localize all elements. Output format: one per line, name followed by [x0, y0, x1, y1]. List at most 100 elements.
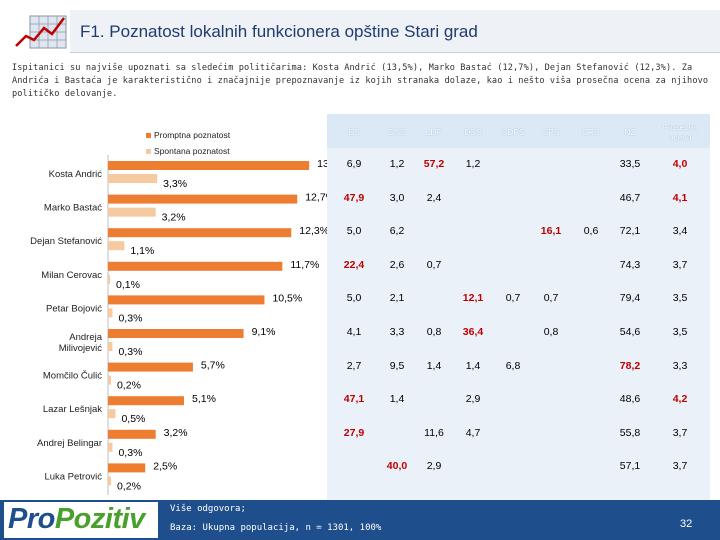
table-cell: 27,9 [343, 426, 365, 439]
bar-known-label: 9,1% [252, 326, 276, 338]
table-cell: 0,7 [426, 258, 442, 271]
bar-spontaneous [108, 241, 125, 251]
category-label: Lazar Lešnjak [43, 404, 102, 415]
table-cell: 1,2 [465, 158, 481, 170]
legend-spontaneous-swatch [146, 149, 151, 155]
table-cell: 6,9 [346, 158, 362, 170]
bar-known-label: 2,5% [153, 460, 177, 472]
table-cell: 3,7 [672, 258, 688, 271]
bar-spontaneous-label: 0,1% [116, 279, 140, 291]
table-header-cell: DSS [464, 127, 482, 137]
table-cell: 5,0 [346, 225, 362, 238]
table-cell: 2,7 [346, 359, 362, 372]
logo-box [4, 502, 158, 538]
table-header-cell: NZ [624, 127, 636, 137]
bar-known [108, 228, 292, 238]
table-cell: 48,6 [619, 393, 641, 406]
bar-known-label: 12,3% [299, 225, 329, 237]
bar-chart: Kosta Andrić 13,5% 3,3% Marko Bastać 12,7% 3,… [30, 155, 330, 495]
table-cell: 3,7 [672, 426, 688, 439]
bar-known [108, 329, 244, 338]
table-cell: 46,7 [619, 191, 641, 204]
table-cell: 3,7 [672, 460, 688, 473]
category-label: Milan Cerovac [41, 270, 102, 281]
category-label: Momčilo Čulić [43, 371, 102, 382]
table-cell: 78,2 [619, 359, 641, 372]
bar-known [108, 429, 156, 439]
bar-known [108, 463, 146, 473]
bar-known-label: 3,2% [164, 427, 188, 439]
table-cell: 2,4 [426, 191, 442, 204]
table-cell: 2,9 [465, 393, 481, 406]
bar-spontaneous [108, 174, 158, 183]
category-label: Andreja Milivojević [59, 332, 103, 354]
bar-spontaneous-label: 0,2% [117, 480, 141, 492]
bar-spontaneous-label: 1,1% [130, 245, 154, 257]
table-header-cell: SPS [542, 127, 560, 137]
bar-known-label: 5,1% [192, 393, 216, 405]
table-header-band [327, 114, 710, 148]
bar-known-label: 5,7% [201, 360, 225, 372]
category-label: Luka Petrović [44, 471, 102, 482]
table-cell: 79,4 [619, 292, 641, 305]
bar-spontaneous-label: 3,2% [162, 212, 186, 224]
table-cell: 0,6 [583, 225, 599, 238]
data-table [327, 114, 710, 500]
table-cell: 3,5 [672, 292, 688, 305]
table-header-cell: LDP [425, 127, 443, 137]
bar-spontaneous [108, 274, 110, 284]
table-cell: 2,9 [426, 460, 442, 473]
table-cell: 57,2 [423, 158, 445, 170]
table-cell: 47,9 [343, 191, 365, 204]
logo-part2: Pozitiv [54, 503, 145, 535]
table-cell: 0,8 [543, 326, 559, 338]
table-header-cell: SNS [388, 127, 406, 137]
bar-known-label: 11,7% [290, 259, 319, 271]
bar-known [108, 194, 298, 204]
category-label: Kosta Andrić [49, 169, 103, 180]
table-cell: 36,4 [462, 326, 484, 338]
table-cell: 2,1 [389, 292, 405, 305]
title-band [70, 10, 720, 53]
bar-spontaneous [108, 442, 113, 452]
page-number: 32 [680, 518, 693, 530]
bar-spontaneous [108, 409, 116, 419]
table-cell: 9,5 [389, 359, 405, 372]
table-cell: 3,3 [389, 326, 405, 338]
table-cell: 0,7 [505, 292, 521, 305]
legend-spontaneous: Spontana poznatost [146, 146, 230, 156]
table-cell: 54,6 [619, 326, 641, 338]
table-header-cell: DS [348, 127, 360, 137]
propozitiv-logo: ProPozitiv [8, 503, 145, 536]
bar-known [108, 295, 265, 305]
table-cell: 16,1 [540, 225, 562, 238]
table-header-cell: SRS [582, 127, 600, 137]
table-cell: 5,0 [346, 292, 362, 305]
table-cell: 4,0 [672, 158, 688, 170]
bar-known-label: 13,5% [317, 158, 330, 170]
category-label: Andrej Belingar [37, 438, 102, 449]
table-cell: 1,4 [426, 359, 442, 372]
chart-logo-icon [15, 15, 67, 49]
table-cell: 12,1 [462, 292, 484, 305]
bar-known [108, 396, 184, 406]
bar-known-label: 10,5% [272, 292, 302, 304]
table-cell: 55,8 [619, 426, 641, 439]
category-label: Petar Bojović [46, 303, 102, 314]
table-cell: 3,5 [672, 326, 688, 338]
footer-note: Više odgovora; [170, 504, 246, 514]
bar-spontaneous-label: 3,3% [163, 178, 187, 190]
table-cell: 74,3 [619, 258, 641, 271]
logo-part1: Pro [8, 503, 55, 535]
bar-spontaneous [108, 207, 156, 217]
bar-spontaneous [108, 375, 111, 385]
table-cell: 40,0 [386, 460, 408, 473]
table-cell: 0,7 [543, 292, 559, 305]
legend-known: Promptna poznatost [146, 130, 230, 140]
bar-known [108, 362, 193, 372]
table-cell: 33,5 [619, 158, 641, 170]
table-cell: 57,1 [619, 460, 641, 473]
table-cell: 4,1 [346, 326, 362, 338]
table-cell: 1,4 [389, 393, 405, 406]
page-title: F1. Poznatost lokalnih funkcionera opšti… [80, 22, 478, 41]
